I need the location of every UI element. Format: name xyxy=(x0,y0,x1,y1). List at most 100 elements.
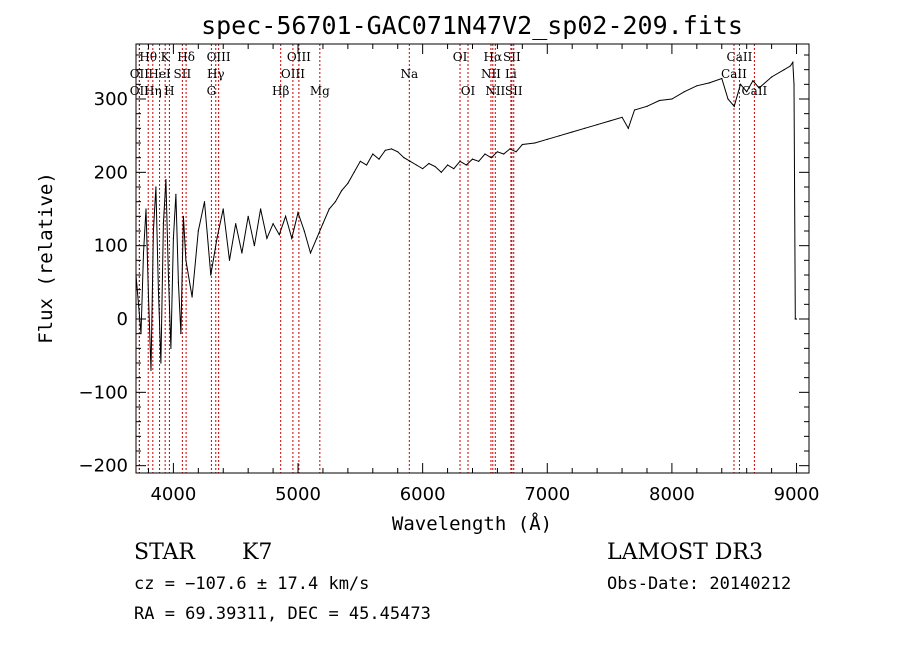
x-tick-label-0: 4000 xyxy=(150,484,196,505)
spectrum-point-59 xyxy=(428,162,430,165)
spectrum-point-88 xyxy=(683,91,685,93)
spectrum-point-100 xyxy=(789,65,791,67)
spectral-line-label-13: OIII xyxy=(281,67,305,81)
spectrum-point-57 xyxy=(415,164,418,166)
x-tick-label-2: 6000 xyxy=(400,484,446,505)
spectrum-point-38 xyxy=(297,212,299,214)
spectral-line-label-23: Mg xyxy=(310,84,330,98)
spectrum-point-3 xyxy=(142,252,145,254)
spectrum-point-44 xyxy=(334,201,337,203)
spectrum-point-87 xyxy=(671,98,673,100)
spectrum-point-16 xyxy=(175,193,177,195)
spectrum-point-81 xyxy=(608,120,611,122)
spectrum-point-65 xyxy=(465,164,467,166)
spectrum-point-23 xyxy=(203,201,206,203)
spectrum-point-27 xyxy=(228,259,231,261)
spectrum-point-68 xyxy=(484,153,486,155)
spectrum-point-69 xyxy=(490,157,492,159)
spectrum-point-90 xyxy=(708,82,710,84)
x-axis-label: Wavelength (Å) xyxy=(392,512,552,535)
spectrum-trace-group xyxy=(135,60,798,371)
spectrum-point-86 xyxy=(658,99,661,102)
spectrum-point-18 xyxy=(180,333,182,335)
spectral-line-label-24: OI xyxy=(461,84,476,98)
spectrum-point-29 xyxy=(241,252,243,254)
axis-ticks: 4000 5000 6000 7000 8000 9000 −200 −100 0 100 200 3… xyxy=(79,44,819,505)
spectrum-point-46 xyxy=(347,182,349,184)
spectrum-point-96 xyxy=(752,80,754,82)
spectrum-point-28 xyxy=(235,223,237,225)
spectrum-point-98 xyxy=(771,76,773,78)
spectrum-point-61 xyxy=(440,171,442,173)
spectral-line-label-16: Li xyxy=(505,67,517,81)
spectrum-point-5 xyxy=(147,296,150,298)
y-tick-label-2: 0 xyxy=(117,309,128,330)
spectrum-point-77 xyxy=(559,135,561,137)
spectrum-point-11 xyxy=(162,223,165,225)
spectrum-point-21 xyxy=(191,296,193,298)
spectrum-point-40 xyxy=(309,252,312,254)
spectrum-point-10 xyxy=(160,362,162,364)
spectrum-point-71 xyxy=(503,153,505,155)
spectrum-point-95 xyxy=(746,91,748,93)
spectrum-point-78 xyxy=(571,131,573,133)
spectrum-point-66 xyxy=(471,158,474,160)
spectrum-point-17 xyxy=(177,281,179,283)
spectrum-point-85 xyxy=(646,105,648,107)
spectral-line-label-0: Hθ xyxy=(139,50,157,64)
spectrum-point-62 xyxy=(446,164,449,166)
spectrum-point-48 xyxy=(359,160,361,162)
spectrum-point-56 xyxy=(409,160,411,162)
chart-title: spec-56701-GAC071N47V2_sp02-209.fits xyxy=(201,11,743,40)
spectrum-point-31 xyxy=(253,245,255,247)
spectral-line-label-19: Hη xyxy=(144,84,162,98)
spectral-line-label-3: OIII xyxy=(207,50,231,64)
object-subclass: K7 xyxy=(242,540,273,565)
spectrum-point-52 xyxy=(384,149,386,151)
y-axis-label: Flux (relative) xyxy=(35,172,57,344)
spectral-line-label-26: SII xyxy=(505,84,523,98)
spectrum-point-89 xyxy=(696,85,698,87)
spectrum-trace xyxy=(135,60,797,371)
spectrum-point-41 xyxy=(316,237,318,239)
spectrum-point-6 xyxy=(150,369,152,371)
spectrum-point-72 xyxy=(509,148,511,150)
spectrum-point-51 xyxy=(378,158,380,160)
spectrum-point-25 xyxy=(216,237,218,239)
spectrum-point-93 xyxy=(733,105,735,107)
spectrum-point-13 xyxy=(167,274,170,276)
object-class: STAR xyxy=(134,540,195,565)
spectral-line-label-5: OI xyxy=(453,50,468,64)
spectrum-point-33 xyxy=(266,237,268,239)
spectral-line-label-27: CaII xyxy=(741,84,767,98)
spectrum-point-19 xyxy=(182,215,184,217)
spectrum-point-9 xyxy=(157,289,160,291)
spectral-line-label-8: CaII xyxy=(727,50,753,64)
spectrum-point-73 xyxy=(515,151,517,153)
spectral-line-label-14: Na xyxy=(400,67,418,81)
spectrum-point-15 xyxy=(172,237,174,239)
spectrum-point-12 xyxy=(165,179,167,181)
y-tick-label-0: −200 xyxy=(79,456,128,477)
spectrum-point-4 xyxy=(145,208,147,210)
spectrum-point-45 xyxy=(341,190,343,192)
spectral-line-label-25: NII xyxy=(485,84,505,98)
spectrum-point-80 xyxy=(596,124,598,126)
spectral-line-label-18: OII xyxy=(130,84,150,98)
spectrum-point-43 xyxy=(328,208,330,210)
spectral-line-label-15: NII xyxy=(481,67,501,81)
spectrum-point-50 xyxy=(372,153,374,155)
spectrum-point-7 xyxy=(152,230,155,232)
observation-date: Obs-Date: 20140212 xyxy=(607,574,792,594)
spectrum-point-63 xyxy=(453,168,455,170)
spectrum-point-37 xyxy=(291,237,293,239)
spectral-line-label-21: G xyxy=(207,84,217,98)
spectral-line-label-4: OIII xyxy=(287,50,311,64)
survey-name: LAMOST DR3 xyxy=(607,540,763,565)
spectral-line-label-11: SII xyxy=(174,67,192,81)
spectrum-point-49 xyxy=(365,164,368,166)
spectrum-point-104 xyxy=(795,318,798,320)
spectral-line-label-10: HeI xyxy=(148,67,171,81)
